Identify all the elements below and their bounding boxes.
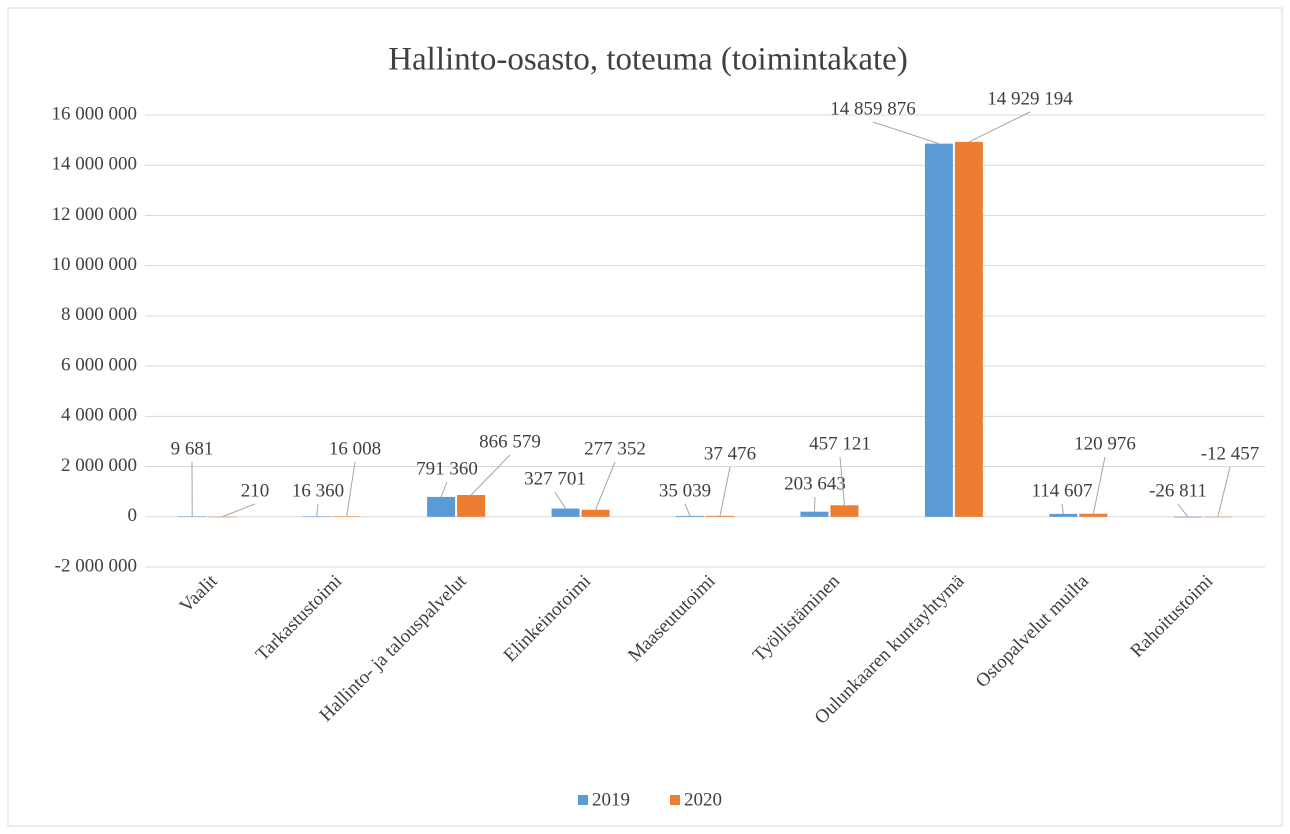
data-label: 120 976	[1074, 433, 1136, 454]
bar	[1079, 513, 1108, 517]
data-label: 35 039	[659, 480, 711, 501]
legend-swatch	[670, 795, 680, 805]
leader-line	[839, 456, 845, 506]
bar	[800, 511, 829, 517]
bar	[924, 143, 953, 517]
bar	[676, 515, 704, 517]
data-label: 210	[241, 480, 270, 501]
bar	[581, 509, 610, 517]
bar	[178, 516, 207, 518]
leader-line	[1061, 503, 1064, 514]
chart-border	[7, 7, 1283, 827]
bar	[1173, 516, 1202, 518]
legend-swatch	[578, 795, 588, 805]
y-tick-label: 0	[128, 505, 138, 526]
data-label: 9 681	[171, 438, 214, 459]
data-label: 866 579	[479, 431, 541, 452]
bar	[1203, 516, 1232, 518]
leader-line	[554, 491, 566, 509]
data-label: 277 352	[584, 438, 646, 459]
leader-line	[440, 481, 448, 498]
y-tick-label: 4 000 000	[61, 405, 137, 426]
data-label: 37 476	[704, 443, 756, 464]
leader-line	[813, 496, 816, 512]
data-label: 203 643	[784, 473, 846, 494]
leader-line	[316, 503, 319, 517]
bar	[1049, 513, 1078, 517]
leader-line	[872, 121, 940, 145]
data-label: 327 701	[524, 468, 586, 489]
leader-line	[1092, 456, 1106, 514]
bar	[457, 495, 486, 517]
y-tick-label: 14 000 000	[52, 154, 138, 175]
y-tick-label: 8 000 000	[61, 304, 137, 325]
leader-line	[470, 454, 511, 496]
bar	[332, 516, 361, 517]
leader-line	[595, 461, 616, 511]
data-label: 14 859 876	[830, 98, 916, 119]
y-tick-label: -2 000 000	[55, 555, 137, 576]
leader-line	[346, 461, 356, 517]
y-tick-label: 12 000 000	[52, 204, 138, 225]
bar	[427, 496, 456, 517]
leader-line	[684, 503, 691, 517]
bar	[830, 505, 859, 517]
legend-label: 2019	[592, 789, 630, 810]
data-label: 16 008	[329, 438, 381, 459]
y-tick-label: 2 000 000	[61, 455, 137, 476]
leader-line	[968, 111, 1031, 143]
data-label: -26 811	[1149, 480, 1207, 501]
y-tick-label: 6 000 000	[61, 354, 137, 375]
bar	[208, 516, 237, 518]
bar	[302, 516, 331, 517]
y-tick-label: 16 000 000	[52, 103, 138, 124]
leader-line	[1217, 466, 1231, 517]
bar	[551, 508, 580, 517]
leader-line	[222, 503, 256, 518]
data-label: 14 929 194	[987, 88, 1073, 109]
data-label: 457 121	[809, 433, 871, 454]
bar	[954, 141, 983, 517]
y-tick-label: 10 000 000	[52, 254, 138, 275]
chart-title: Hallinto-osasto, toteuma (toimintakate)	[388, 42, 908, 78]
legend-label: 2020	[684, 789, 722, 810]
data-label: 791 360	[416, 458, 478, 479]
leader-line	[719, 466, 731, 516]
data-label: 114 607	[1031, 480, 1092, 501]
data-label: 16 360	[292, 480, 344, 501]
data-label: -12 457	[1201, 443, 1260, 464]
bar	[706, 515, 734, 517]
leader-line	[1177, 503, 1189, 518]
